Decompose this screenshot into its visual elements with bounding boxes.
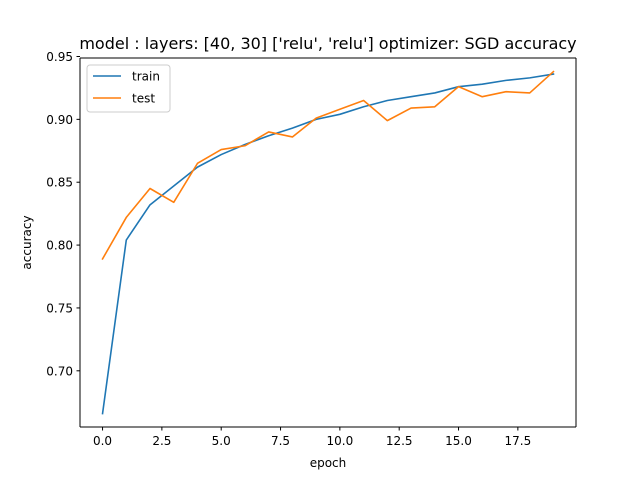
y-tick-label: 0.90 bbox=[46, 113, 73, 127]
series-layer bbox=[101, 70, 555, 415]
y-tick-label: 0.75 bbox=[46, 301, 73, 315]
x-tick-label: 0.0 bbox=[93, 434, 112, 448]
y-axis-label: accuracy bbox=[20, 215, 34, 269]
x-axis-ticks: 0.0 2.5 5.0 7.5 10.0 12.5 15.0 17.5 bbox=[93, 427, 531, 448]
axes-frame bbox=[79, 57, 577, 428]
x-tick-label: 15.0 bbox=[445, 434, 472, 448]
legend-label-train: train bbox=[132, 70, 160, 84]
series-line-train bbox=[101, 73, 555, 415]
chart-title: model : layers: [40, 30] ['relu', 'relu'… bbox=[79, 34, 576, 53]
x-tick-label: 10.0 bbox=[327, 434, 354, 448]
legend: train test bbox=[86, 64, 171, 113]
y-tick-label: 0.80 bbox=[46, 239, 73, 253]
plot-area bbox=[80, 58, 576, 427]
x-axis-label: epoch bbox=[310, 456, 347, 470]
x-tick-label: 5.0 bbox=[212, 434, 231, 448]
legend-label-test: test bbox=[132, 92, 155, 106]
x-tick-label: 2.5 bbox=[152, 434, 171, 448]
x-tick-label: 7.5 bbox=[271, 434, 290, 448]
x-tick-label: 12.5 bbox=[386, 434, 413, 448]
y-axis-ticks: 0.70 0.75 0.80 0.85 0.90 0.95 bbox=[46, 50, 80, 378]
series-line-test bbox=[101, 70, 555, 261]
y-tick-label: 0.85 bbox=[46, 176, 73, 190]
y-tick-label: 0.95 bbox=[46, 50, 73, 64]
x-tick-label: 17.5 bbox=[504, 434, 531, 448]
y-tick-label: 0.70 bbox=[46, 364, 73, 378]
